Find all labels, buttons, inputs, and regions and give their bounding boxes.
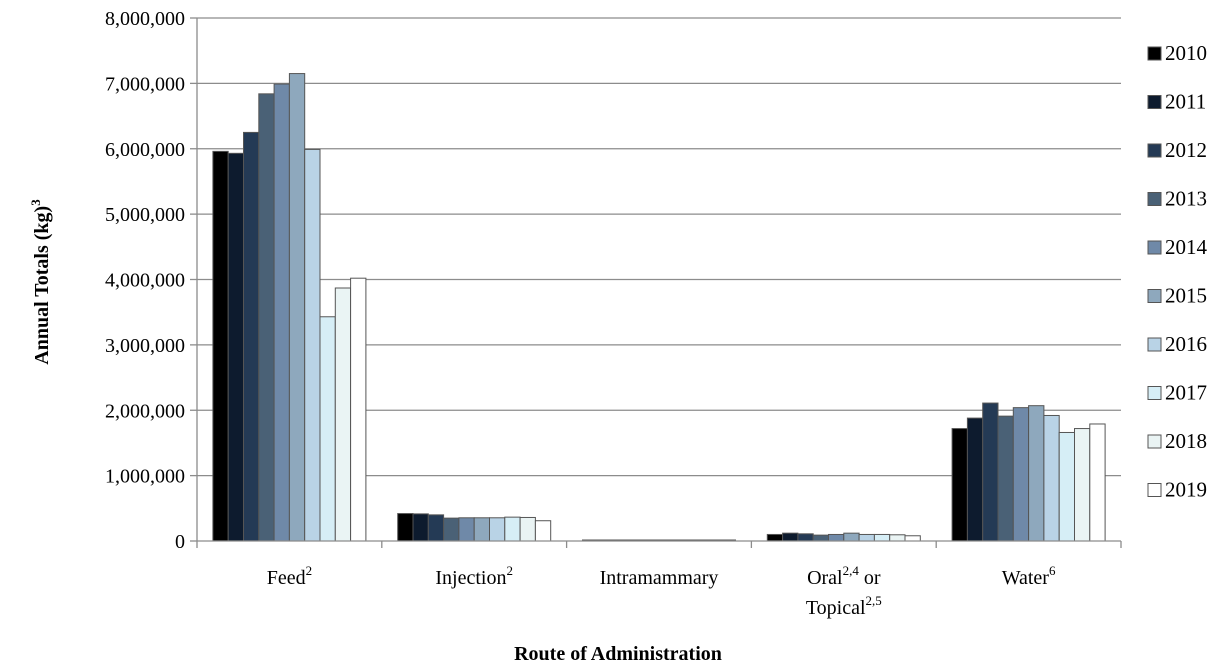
bar-2017 <box>505 517 520 541</box>
legend-label-2013: 2013 <box>1165 187 1207 211</box>
legend-label-2018: 2018 <box>1165 429 1207 453</box>
y-tick-label: 1,000,000 <box>105 466 185 488</box>
x-category-labels: Feed2 Injection2 Intramammary Oral2,4 or Top… <box>267 563 1056 619</box>
y-axis-title: Annual Totals (kg)3 <box>28 199 53 365</box>
bar-2013 <box>259 94 274 541</box>
bar-2015 <box>844 533 859 541</box>
bar-2010 <box>398 514 413 541</box>
bar-2018 <box>520 517 535 541</box>
legend-swatch-2017 <box>1148 387 1161 400</box>
legend-label-2012: 2012 <box>1165 138 1207 162</box>
bar-2012 <box>244 132 259 541</box>
y-tick-label: 8,000,000 <box>105 8 185 30</box>
x-category-label: Intramammary <box>600 567 719 589</box>
y-tick-label: 0 <box>175 531 185 553</box>
legend-label-2017: 2017 <box>1165 381 1207 405</box>
bar-2016 <box>490 518 505 541</box>
bar-2014 <box>274 84 289 541</box>
x-category-label: Injection2 <box>435 563 513 589</box>
bar-2011 <box>967 418 982 541</box>
y-tick-labels: 0 1,000,000 2,000,000 3,000,000 4,000,000 5,0… <box>105 8 185 553</box>
legend-swatch-2019 <box>1148 484 1161 497</box>
bar-2011 <box>413 514 428 541</box>
y-axis-title-text: Annual Totals (kg) <box>31 206 53 365</box>
bar-2019 <box>1090 424 1105 541</box>
bar-2016 <box>305 149 320 541</box>
bar-2011 <box>783 533 798 541</box>
bar-2019 <box>351 278 366 541</box>
y-tick-label: 4,000,000 <box>105 270 185 292</box>
bar-2018 <box>335 288 350 541</box>
y-tick-label: 7,000,000 <box>105 73 185 95</box>
bar-2018 <box>1075 429 1090 541</box>
x-category-label: Water6 <box>1002 563 1056 589</box>
x-category-label: Feed2 <box>267 563 312 589</box>
legend-label-2010: 2010 <box>1165 41 1207 65</box>
bar-2013 <box>813 535 828 541</box>
bar-2017 <box>1059 432 1074 541</box>
legend-swatch-2015 <box>1148 290 1161 303</box>
bar-2012 <box>428 515 443 541</box>
legend-label-2019: 2019 <box>1165 478 1207 502</box>
legend-swatch-2013 <box>1148 193 1161 206</box>
legend-swatch-2010 <box>1148 47 1161 60</box>
bar-2017 <box>320 317 335 541</box>
legend: 2010 2011 2012 2013 2014 2015 2016 2017 2018 2019 <box>1148 41 1208 502</box>
legend-swatch-2018 <box>1148 435 1161 448</box>
bar-2013 <box>998 416 1013 541</box>
y-tick-label: 6,000,000 <box>105 139 185 161</box>
legend-label-2014: 2014 <box>1165 235 1208 259</box>
bar-2018 <box>890 535 905 541</box>
bar-2013 <box>444 518 459 541</box>
y-tick-label: 5,000,000 <box>105 204 185 226</box>
bar-2015 <box>1029 406 1044 541</box>
x-axis-title: Route of Administration <box>514 643 722 665</box>
bar-2012 <box>983 403 998 541</box>
bar-2010 <box>767 534 782 541</box>
bar-2010 <box>213 151 228 541</box>
bar-2019 <box>535 521 550 541</box>
legend-label-2016: 2016 <box>1165 332 1207 356</box>
bar-2016 <box>859 534 874 541</box>
legend-label-2015: 2015 <box>1165 284 1207 308</box>
y-tick-label: 2,000,000 <box>105 400 185 422</box>
x-category-label: Oral2,4 or <box>807 563 881 589</box>
y-axis-title-sup: 3 <box>28 199 43 206</box>
bar-2010 <box>952 429 967 541</box>
bar-2017 <box>874 534 889 541</box>
y-tick-label: 3,000,000 <box>105 335 185 357</box>
legend-swatch-2016 <box>1148 338 1161 351</box>
bar-2014 <box>1013 408 1028 541</box>
bar-2016 <box>1044 415 1059 541</box>
legend-swatch-2014 <box>1148 241 1161 254</box>
bar-2011 <box>228 153 243 541</box>
legend-swatch-2011 <box>1148 96 1161 109</box>
bar-2019 <box>905 536 920 541</box>
bar-2014 <box>459 518 474 541</box>
bar-2015 <box>289 74 304 541</box>
bars <box>213 74 1105 541</box>
bar-2014 <box>829 534 844 541</box>
bar-2012 <box>798 534 813 541</box>
bar-2015 <box>474 518 489 541</box>
legend-swatch-2012 <box>1148 144 1161 157</box>
x-category-label: Topical2,5 <box>806 593 882 619</box>
legend-label-2011: 2011 <box>1165 90 1206 114</box>
